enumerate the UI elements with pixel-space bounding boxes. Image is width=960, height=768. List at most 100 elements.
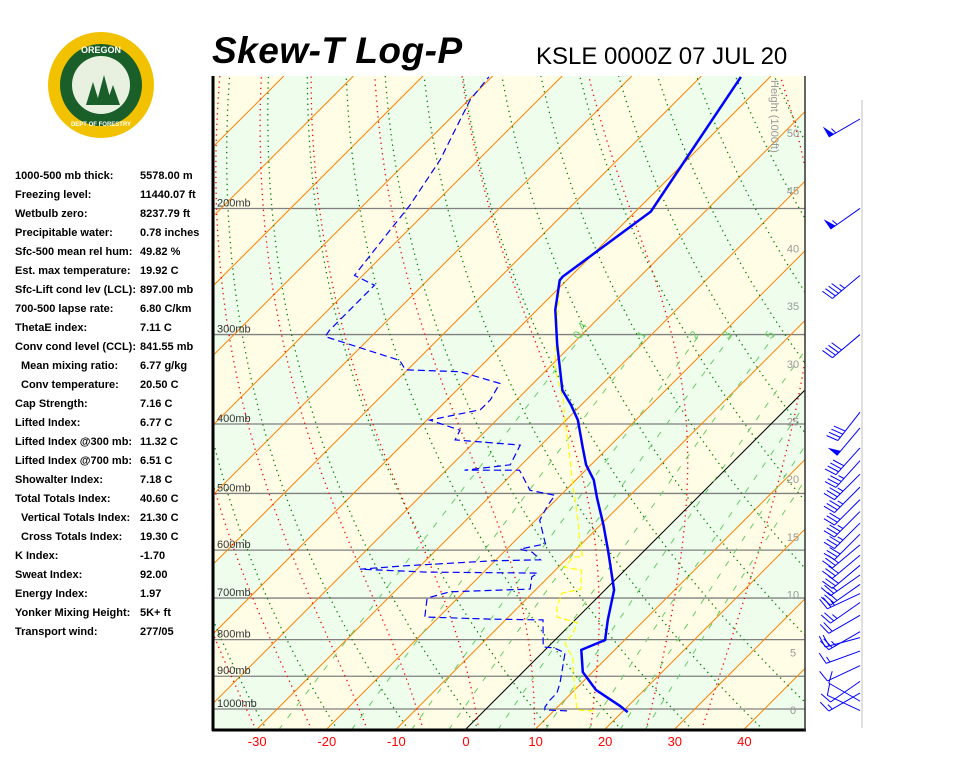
wind-barb-staff — [832, 274, 861, 299]
stat-row: 1000-500 mb thick: 5578.00 m — [15, 169, 199, 188]
stat-value: 5578.00 m — [140, 170, 193, 182]
wind-barb-staff — [837, 411, 861, 441]
stat-value: 897.00 mb — [140, 284, 194, 296]
isotherm-line — [396, 319, 805, 729]
wind-barb-half-feather — [837, 524, 844, 529]
wind-barb-feather — [822, 560, 833, 569]
isotherm-band — [214, 76, 215, 77]
x-tick-label: 30 — [668, 734, 682, 749]
isotherm-line — [326, 250, 805, 729]
wind-barb-feather — [824, 612, 835, 622]
wind-barb-staff — [835, 447, 861, 476]
wind-barb-feather — [828, 285, 839, 294]
wind-barb-feather — [830, 475, 842, 482]
wind-barb — [819, 631, 861, 651]
stat-row: Vertical Totals Index: 21.30 C — [15, 511, 199, 530]
wind-barb-flag — [827, 447, 841, 456]
wind-barb-feather — [820, 596, 831, 606]
wind-barb-feather — [822, 570, 833, 579]
wind-barb-feather — [825, 288, 836, 297]
chart-frame — [211, 76, 863, 732]
chart-background — [214, 76, 805, 729]
wind-barb-staff — [828, 614, 861, 634]
height-tick-label: 25 — [787, 417, 799, 429]
stat-row: Sfc-Lift cond lev (LCL): 897.00 mb — [15, 283, 199, 302]
stat-label: 1000-500 mb thick: — [15, 170, 114, 182]
wind-barb-feather — [824, 584, 835, 594]
stat-value: 6.77 C — [140, 417, 173, 429]
isotherm-line — [674, 598, 805, 729]
x-tick-label: -20 — [317, 734, 336, 749]
stat-label: Precipitable water: — [15, 227, 113, 239]
wind-barb-feather — [830, 462, 842, 470]
dry-adiabat-line — [226, 76, 409, 729]
isotherm-line — [0, 76, 5, 729]
stat-value: 1.97 — [140, 588, 162, 600]
wind-barb-feather — [819, 670, 828, 682]
wind-barb-feather — [819, 701, 830, 712]
wind-barb-half-feather — [832, 220, 838, 225]
stat-label: Conv cond level (CCL): — [15, 341, 137, 353]
wind-barb-feather — [823, 530, 835, 538]
isotherm-line — [256, 180, 805, 729]
wind-barb — [823, 511, 861, 538]
stat-row: Total Totals Index: 40.60 C — [15, 492, 199, 511]
dry-adiabat-line — [345, 76, 622, 729]
wind-barb-staff — [830, 680, 861, 703]
stat-row: Sfc-500 mean rel hum: 49.82 % — [15, 245, 199, 264]
wind-barb-feather — [826, 527, 838, 535]
height-tick-label: 35 — [787, 301, 799, 313]
wind-barb-staff — [826, 650, 861, 664]
wind-barb-staff — [834, 522, 861, 549]
wind-barb-feather — [818, 652, 827, 664]
stat-label: Mean mixing ratio: — [21, 360, 119, 372]
x-tick-label: 0 — [462, 734, 469, 749]
wind-barb-feather — [827, 592, 838, 601]
mixing-ratio-line — [644, 479, 805, 729]
stat-row: Cross Totals Index: 19.30 C — [15, 530, 199, 549]
stat-label: Sfc-500 mean rel hum: — [15, 246, 133, 258]
stat-value: 0.78 inches — [140, 227, 200, 239]
stat-label: Lifted Index @700 mb: — [15, 455, 133, 467]
stat-label: 700-500 lapse rate: — [15, 303, 114, 315]
height-tick-label: 5 — [790, 647, 796, 659]
pressure-label: 400mb — [217, 413, 251, 425]
wind-barb-feather — [826, 515, 838, 523]
logo-tree-icon — [106, 85, 120, 105]
isotherm-line — [214, 76, 563, 425]
stat-value: 40.60 C — [140, 493, 179, 505]
stat-label: Vertical Totals Index: — [21, 512, 131, 524]
stat-label: Transport wind: — [15, 626, 98, 638]
stat-label: K Index: — [15, 550, 59, 562]
wind-barb-feather — [826, 538, 838, 547]
stat-row: Lifted Index @300 mb: 11.32 C — [15, 435, 199, 454]
dry-adiabat-line — [922, 62, 960, 730]
logo-tree-icon — [86, 82, 100, 105]
wind-barb-feather — [829, 524, 841, 532]
wind-barb — [824, 447, 861, 476]
wind-barb-feather — [824, 594, 835, 604]
moist-adiabat-line — [587, 76, 689, 729]
height-tick-label: 0 — [790, 705, 796, 717]
wind-barb-feather — [828, 671, 833, 684]
wind-barb-feather — [820, 587, 831, 597]
pressure-label: 200mb — [217, 197, 251, 209]
mixing-ratio-line — [411, 334, 701, 729]
wind-barb-feather — [822, 580, 833, 589]
wind-barb-staff — [832, 544, 861, 569]
zero-isotherm-line — [465, 389, 805, 729]
wind-barb-feather — [833, 425, 846, 432]
stat-value: 7.11 C — [140, 322, 172, 334]
x-tick-label: 10 — [528, 734, 542, 749]
stat-row: Cap Strength: 7.16 C — [15, 397, 199, 416]
wind-barb-staff — [834, 486, 861, 513]
stat-row: K Index: -1.70 — [15, 549, 199, 568]
stat-label: Lifted Index: — [15, 417, 81, 429]
stat-row: Lifted Index: 6.77 C — [15, 416, 199, 435]
wind-barb — [823, 486, 861, 514]
isotherm-line — [214, 76, 424, 286]
wind-barb — [823, 473, 861, 501]
isotherm-line — [0, 76, 145, 729]
pressure-label: 800mb — [217, 629, 251, 641]
